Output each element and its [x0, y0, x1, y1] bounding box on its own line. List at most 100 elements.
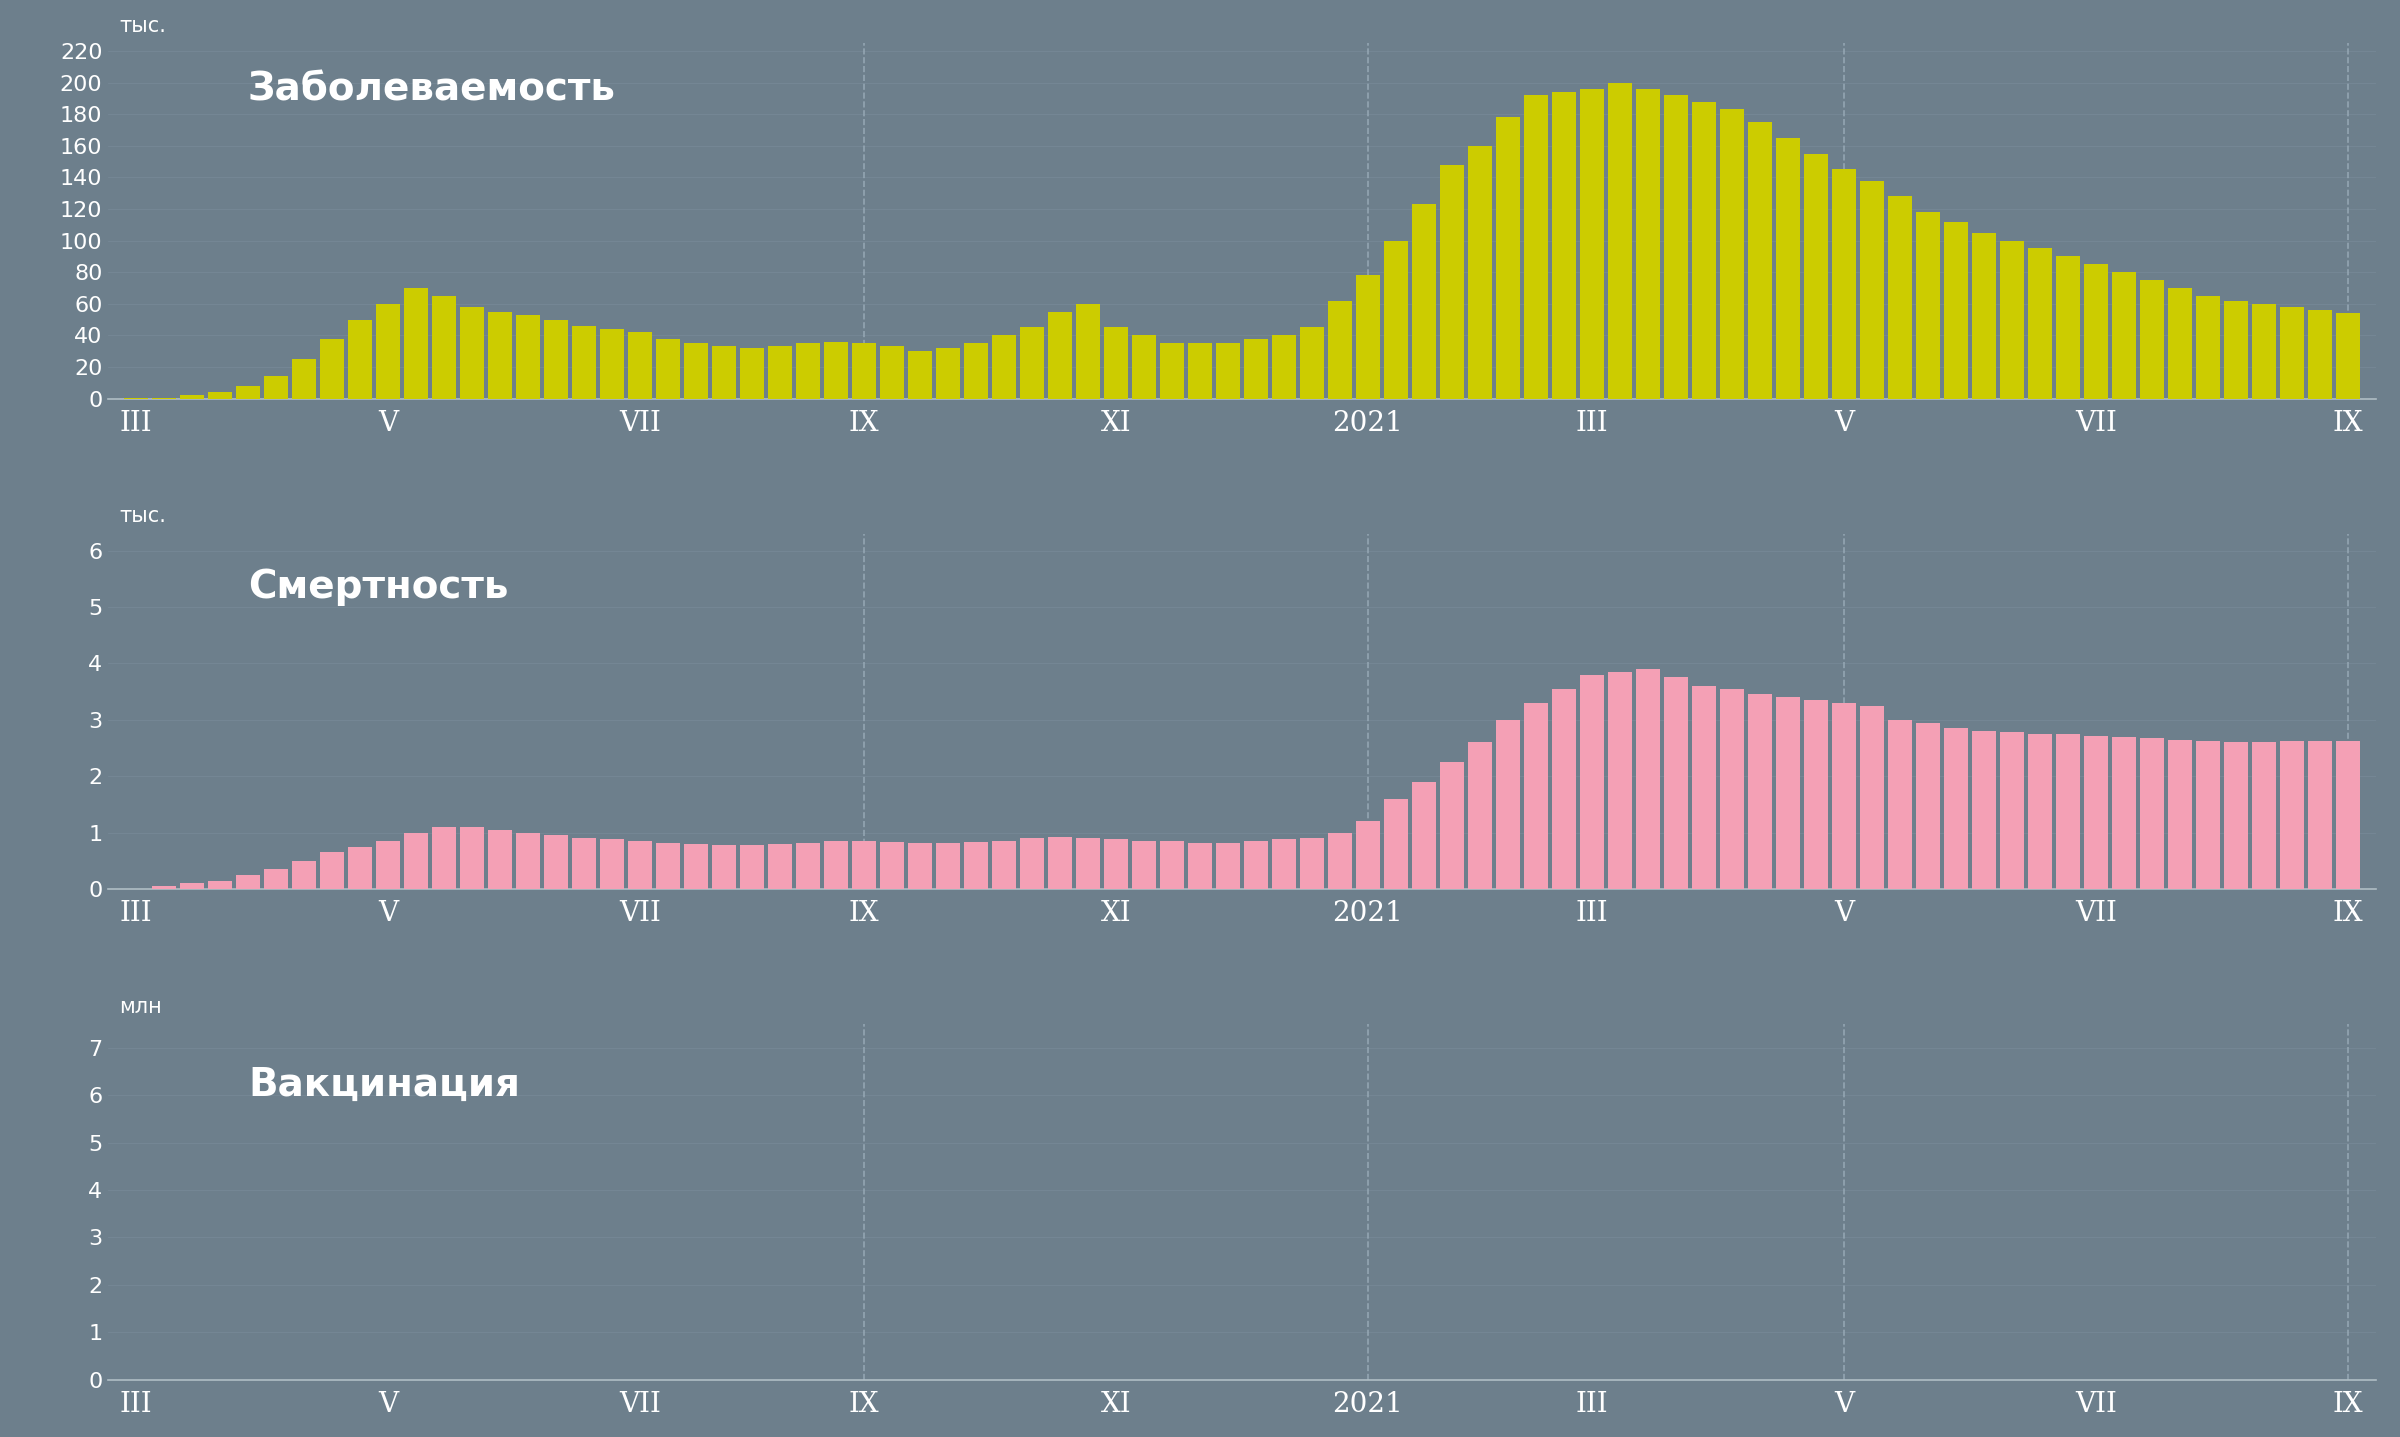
Bar [348, 846, 372, 890]
Bar [907, 842, 931, 890]
Bar [377, 303, 401, 398]
Bar [1411, 204, 1435, 398]
Bar [1663, 677, 1687, 890]
Bar [1272, 839, 1296, 890]
Bar [655, 339, 679, 398]
Bar [2167, 740, 2191, 890]
Bar [1469, 743, 1493, 890]
Bar [1049, 312, 1073, 398]
Bar [1805, 700, 1829, 890]
Bar [1579, 89, 1603, 398]
Bar [713, 845, 737, 890]
Bar [2309, 741, 2333, 890]
Bar [264, 376, 288, 398]
Bar [965, 842, 989, 890]
Bar [235, 875, 259, 890]
Bar [797, 343, 821, 398]
Bar [1944, 221, 1968, 398]
Bar [1747, 694, 1771, 890]
Bar [2251, 743, 2275, 890]
Bar [1385, 240, 1409, 398]
Bar [2335, 313, 2359, 398]
Bar [1133, 841, 1157, 890]
Bar [2057, 734, 2081, 890]
Bar [1915, 213, 1939, 398]
Bar [2251, 303, 2275, 398]
Bar [713, 346, 737, 398]
Bar [1776, 138, 1800, 398]
Text: Вакцинация: Вакцинация [247, 1065, 521, 1104]
Bar [852, 841, 876, 890]
Bar [936, 348, 960, 398]
Bar [1553, 688, 1577, 890]
Bar [1663, 95, 1687, 398]
Bar [235, 387, 259, 398]
Bar [1440, 165, 1464, 398]
Bar [2112, 737, 2136, 890]
Bar [655, 842, 679, 890]
Bar [1327, 832, 1351, 890]
Bar [2167, 287, 2191, 398]
Bar [739, 348, 763, 398]
Bar [516, 832, 540, 890]
Bar [684, 343, 708, 398]
Bar [1188, 842, 1212, 890]
Bar [2141, 280, 2165, 398]
Bar [1524, 95, 1548, 398]
Bar [571, 326, 595, 398]
Bar [991, 841, 1015, 890]
Text: Заболеваемость: Заболеваемость [247, 70, 617, 108]
Bar [1608, 82, 1632, 398]
Bar [1579, 674, 1603, 890]
Bar [1747, 122, 1771, 398]
Bar [768, 844, 792, 890]
Text: Смертность: Смертность [247, 568, 509, 606]
Bar [2083, 264, 2107, 398]
Bar [1159, 841, 1183, 890]
Bar [1104, 839, 1128, 890]
Bar [1608, 673, 1632, 890]
Bar [600, 329, 624, 398]
Bar [1075, 303, 1099, 398]
Bar [545, 319, 569, 398]
Bar [1133, 335, 1157, 398]
Bar [293, 861, 317, 890]
Bar [1356, 276, 1380, 398]
Bar [1999, 240, 2023, 398]
Bar [823, 841, 847, 890]
Bar [1217, 343, 1241, 398]
Bar [1495, 118, 1519, 398]
Bar [461, 308, 485, 398]
Bar [852, 343, 876, 398]
Bar [1524, 703, 1548, 890]
Bar [768, 346, 792, 398]
Bar [907, 351, 931, 398]
Text: тыс.: тыс. [120, 506, 166, 526]
Bar [180, 884, 204, 890]
Bar [293, 359, 317, 398]
Bar [1469, 145, 1493, 398]
Bar [1243, 339, 1267, 398]
Bar [600, 839, 624, 890]
Bar [348, 319, 372, 398]
Bar [1411, 782, 1435, 890]
Bar [1915, 723, 1939, 890]
Bar [319, 852, 343, 890]
Bar [151, 887, 175, 890]
Bar [571, 838, 595, 890]
Bar [1692, 102, 1716, 398]
Bar [991, 335, 1015, 398]
Bar [2141, 737, 2165, 890]
Bar [2225, 743, 2249, 890]
Bar [461, 826, 485, 890]
Bar [965, 343, 989, 398]
Bar [797, 842, 821, 890]
Bar [1217, 842, 1241, 890]
Bar [1637, 89, 1661, 398]
Bar [2196, 741, 2220, 890]
Bar [377, 841, 401, 890]
Bar [545, 835, 569, 890]
Bar [2335, 741, 2359, 890]
Bar [1805, 154, 1829, 398]
Bar [2028, 249, 2052, 398]
